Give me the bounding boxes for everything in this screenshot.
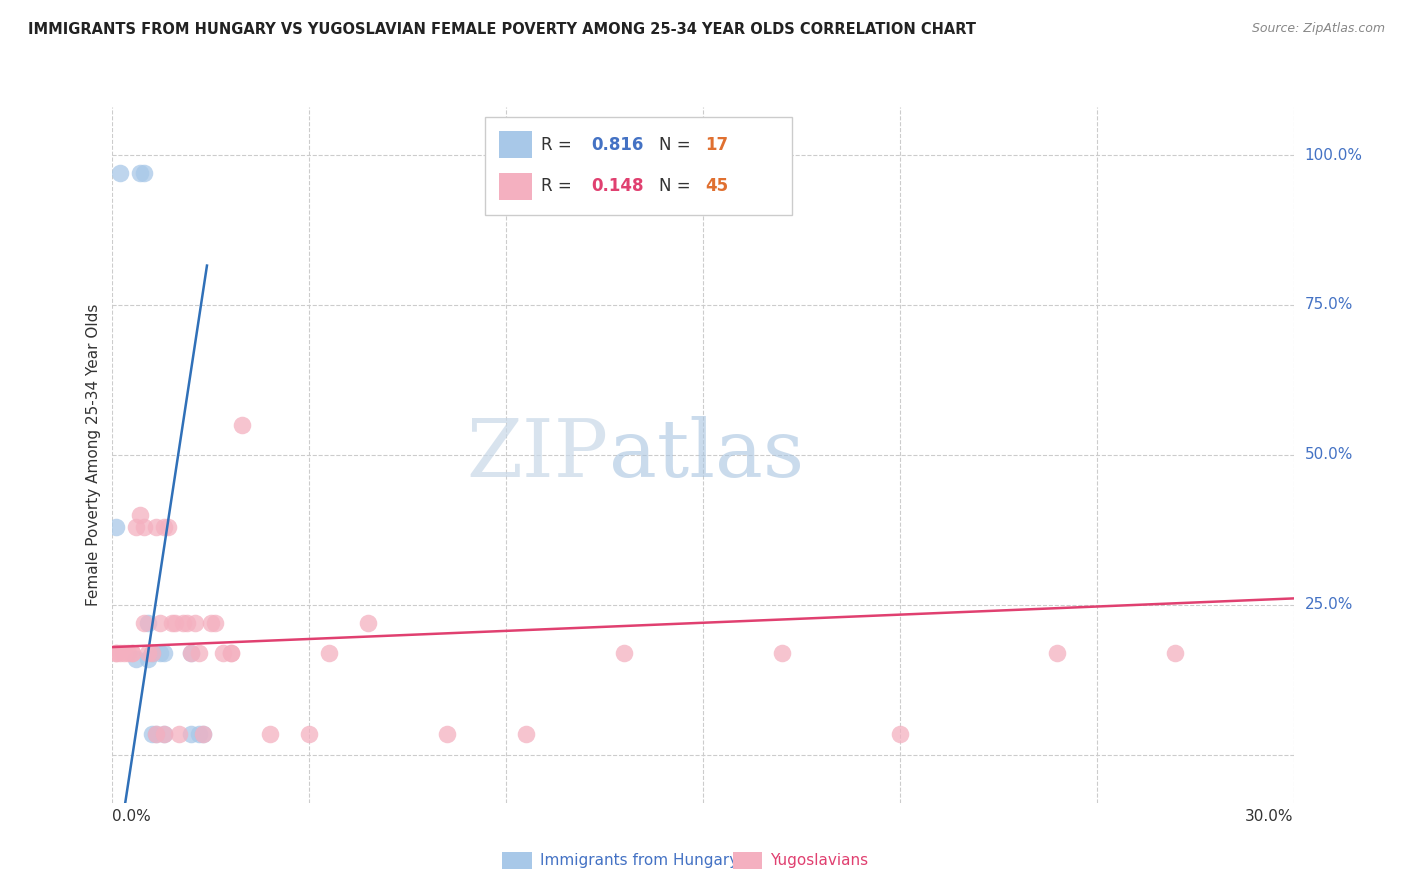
Text: 100.0%: 100.0% bbox=[1305, 147, 1362, 162]
Point bbox=[132, 615, 155, 630]
Text: atlas: atlas bbox=[609, 416, 804, 494]
Point bbox=[188, 727, 211, 741]
Point bbox=[180, 646, 202, 660]
Point bbox=[105, 646, 128, 660]
Text: N =: N = bbox=[659, 178, 696, 195]
Text: 17: 17 bbox=[706, 136, 728, 153]
Text: 25.0%: 25.0% bbox=[1305, 598, 1353, 613]
Point bbox=[172, 615, 194, 630]
Point bbox=[152, 520, 174, 534]
Text: ZIP: ZIP bbox=[467, 416, 609, 494]
Point bbox=[141, 646, 163, 660]
Point bbox=[1164, 646, 1187, 660]
Text: 0.148: 0.148 bbox=[591, 178, 644, 195]
Point bbox=[136, 652, 159, 666]
Point bbox=[515, 727, 537, 741]
Text: Immigrants from Hungary: Immigrants from Hungary bbox=[540, 853, 738, 868]
Point bbox=[152, 727, 174, 741]
Point bbox=[211, 646, 233, 660]
Point bbox=[129, 166, 152, 180]
Text: Source: ZipAtlas.com: Source: ZipAtlas.com bbox=[1251, 22, 1385, 36]
Point bbox=[436, 727, 458, 741]
Point bbox=[132, 520, 155, 534]
Point bbox=[231, 417, 253, 432]
Point bbox=[136, 646, 159, 660]
Point bbox=[169, 727, 191, 741]
Point bbox=[180, 646, 202, 660]
Point bbox=[117, 646, 139, 660]
Text: R =: R = bbox=[541, 136, 578, 153]
Point bbox=[357, 615, 380, 630]
Point bbox=[1046, 646, 1069, 660]
Point bbox=[125, 520, 148, 534]
Point bbox=[110, 646, 132, 660]
Point bbox=[613, 646, 636, 660]
Point bbox=[145, 727, 167, 741]
Text: Yugoslavians: Yugoslavians bbox=[770, 853, 869, 868]
Point bbox=[204, 615, 226, 630]
FancyBboxPatch shape bbox=[485, 118, 792, 215]
Point bbox=[188, 646, 211, 660]
Point bbox=[149, 646, 172, 660]
Text: 75.0%: 75.0% bbox=[1305, 297, 1353, 312]
Point bbox=[141, 646, 163, 660]
Text: IMMIGRANTS FROM HUNGARY VS YUGOSLAVIAN FEMALE POVERTY AMONG 25-34 YEAR OLDS CORR: IMMIGRANTS FROM HUNGARY VS YUGOSLAVIAN F… bbox=[28, 22, 976, 37]
Bar bbox=[499, 131, 531, 158]
Point bbox=[141, 727, 163, 741]
Point bbox=[112, 646, 135, 660]
Point bbox=[219, 646, 242, 660]
Point bbox=[145, 520, 167, 534]
Point bbox=[165, 615, 187, 630]
Text: 45: 45 bbox=[706, 178, 728, 195]
Point bbox=[132, 166, 155, 180]
Point bbox=[889, 727, 911, 741]
Point bbox=[176, 615, 198, 630]
Point bbox=[121, 646, 143, 660]
Point bbox=[110, 166, 132, 180]
Text: 30.0%: 30.0% bbox=[1246, 809, 1294, 824]
Bar bbox=[733, 852, 762, 869]
Point bbox=[152, 727, 174, 741]
Point bbox=[136, 615, 159, 630]
Point bbox=[145, 727, 167, 741]
Point bbox=[259, 727, 281, 741]
Point bbox=[156, 520, 179, 534]
Point bbox=[200, 615, 222, 630]
Point bbox=[121, 646, 143, 660]
Point bbox=[125, 652, 148, 666]
Point bbox=[105, 646, 128, 660]
Point bbox=[770, 646, 793, 660]
Y-axis label: Female Poverty Among 25-34 Year Olds: Female Poverty Among 25-34 Year Olds bbox=[86, 304, 101, 606]
Text: 50.0%: 50.0% bbox=[1305, 448, 1353, 462]
Point bbox=[219, 646, 242, 660]
Point bbox=[318, 646, 340, 660]
Point bbox=[152, 646, 174, 660]
Point bbox=[149, 615, 172, 630]
Point bbox=[298, 727, 321, 741]
Text: R =: R = bbox=[541, 178, 578, 195]
Point bbox=[160, 615, 183, 630]
Text: 0.0%: 0.0% bbox=[112, 809, 152, 824]
Bar bbox=[502, 852, 531, 869]
Text: N =: N = bbox=[659, 136, 696, 153]
Point bbox=[184, 615, 207, 630]
Point bbox=[180, 727, 202, 741]
Point bbox=[191, 727, 214, 741]
Bar bbox=[499, 173, 531, 200]
Point bbox=[191, 727, 214, 741]
Text: 0.816: 0.816 bbox=[591, 136, 643, 153]
Point bbox=[105, 520, 128, 534]
Point bbox=[129, 508, 152, 522]
